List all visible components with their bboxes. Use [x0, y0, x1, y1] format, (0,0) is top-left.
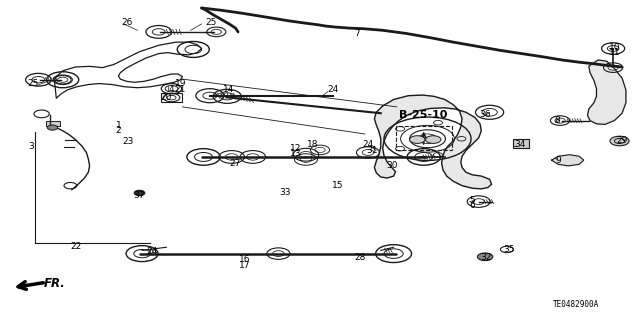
Circle shape: [426, 136, 441, 144]
Text: 3: 3: [28, 142, 33, 151]
Bar: [161, 93, 182, 102]
Text: 14: 14: [223, 85, 235, 94]
Text: 24: 24: [147, 247, 158, 256]
Text: 18: 18: [307, 140, 318, 149]
Text: 25: 25: [205, 18, 217, 27]
Text: 35: 35: [503, 245, 515, 254]
Bar: [46, 121, 60, 126]
Text: 29: 29: [616, 137, 628, 145]
Text: 36: 36: [479, 110, 491, 119]
Text: 11: 11: [609, 48, 620, 57]
Circle shape: [134, 190, 145, 196]
Text: 20: 20: [161, 93, 172, 102]
Text: 37: 37: [134, 191, 145, 200]
Text: 5: 5: [470, 196, 475, 205]
Text: 34: 34: [514, 140, 525, 149]
Bar: [513, 139, 529, 148]
Circle shape: [477, 253, 493, 261]
Text: FR.: FR.: [44, 277, 65, 290]
Text: 32: 32: [481, 253, 492, 262]
Polygon shape: [374, 95, 492, 189]
Text: B-25-10: B-25-10: [399, 110, 448, 120]
Circle shape: [410, 136, 425, 144]
Circle shape: [47, 125, 58, 130]
Text: 9: 9: [556, 156, 561, 165]
Text: TE0482900A: TE0482900A: [553, 300, 599, 309]
Circle shape: [610, 136, 629, 146]
Text: 10: 10: [609, 43, 620, 52]
Text: 33: 33: [279, 188, 291, 197]
Text: 26: 26: [121, 18, 132, 27]
Text: 6: 6: [470, 201, 475, 210]
Polygon shape: [552, 155, 584, 166]
Text: 24: 24: [362, 140, 374, 149]
Text: 16: 16: [239, 256, 250, 264]
Text: 24: 24: [327, 85, 339, 94]
Text: 13: 13: [290, 149, 301, 158]
Bar: [396, 126, 452, 150]
Text: 19: 19: [175, 79, 186, 88]
Text: 21: 21: [175, 85, 186, 94]
Text: 27: 27: [230, 159, 241, 168]
Text: 8: 8: [554, 116, 559, 125]
Text: 22: 22: [70, 242, 81, 251]
Polygon shape: [54, 42, 202, 98]
Text: 7: 7: [355, 29, 360, 38]
Text: 4: 4: [169, 85, 174, 94]
Text: 30: 30: [386, 161, 397, 170]
Text: 17: 17: [239, 261, 250, 270]
Text: 31: 31: [367, 146, 378, 155]
Text: 2: 2: [116, 126, 121, 135]
Text: 28: 28: [354, 253, 365, 262]
Text: 23: 23: [122, 137, 134, 146]
Polygon shape: [588, 60, 626, 124]
Text: 15: 15: [332, 181, 344, 190]
Text: 1: 1: [116, 121, 121, 130]
Text: 12: 12: [290, 144, 301, 153]
Text: 25: 25: [28, 79, 39, 88]
